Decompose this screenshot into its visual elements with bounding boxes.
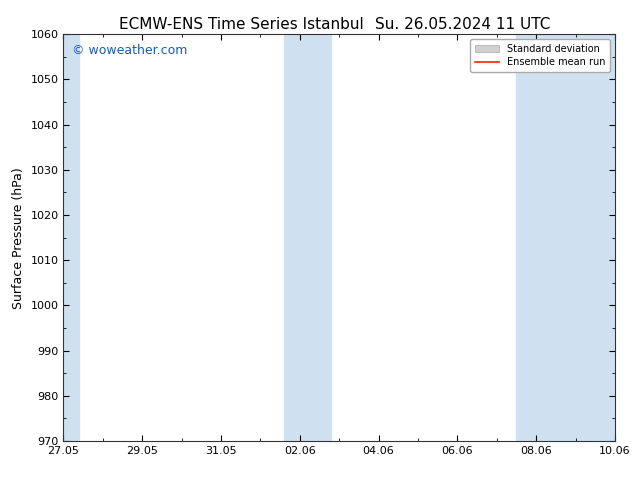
Legend: Standard deviation, Ensemble mean run: Standard deviation, Ensemble mean run bbox=[470, 39, 610, 72]
Y-axis label: Surface Pressure (hPa): Surface Pressure (hPa) bbox=[12, 167, 25, 309]
Title: ECMW-ENS Time Series Istanbul      Su. 26.05.2024 11 UTC: ECMW-ENS Time Series Istanbul Su. 26.05.… bbox=[0, 489, 1, 490]
Text: © woweather.com: © woweather.com bbox=[72, 45, 187, 57]
Text: ECMW-ENS Time Series Istanbul: ECMW-ENS Time Series Istanbul bbox=[119, 17, 363, 32]
Bar bbox=[60, 34, 79, 441]
Bar bbox=[284, 34, 332, 441]
Bar bbox=[517, 34, 619, 441]
Text: Su. 26.05.2024 11 UTC: Su. 26.05.2024 11 UTC bbox=[375, 17, 550, 32]
